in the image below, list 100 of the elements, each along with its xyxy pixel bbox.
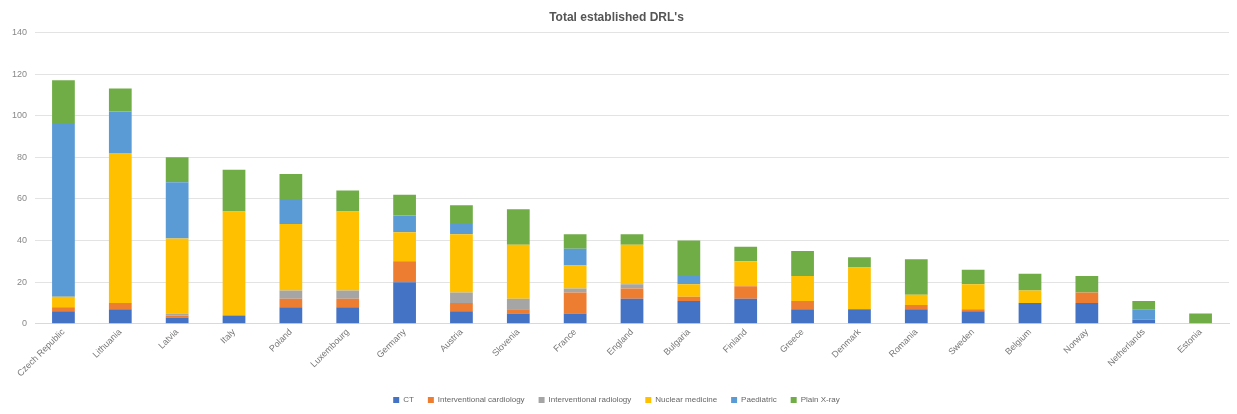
bar — [620, 284, 644, 289]
bar — [336, 190, 360, 212]
bar — [791, 309, 814, 324]
bar — [791, 250, 814, 276]
bar — [165, 182, 189, 239]
bar — [848, 309, 871, 324]
bar — [336, 298, 360, 308]
bar — [279, 290, 303, 299]
bar — [393, 282, 416, 324]
bar — [961, 309, 985, 312]
bar — [279, 223, 303, 291]
y-tick-label: 60 — [17, 193, 28, 204]
legend-label: Paediatric — [741, 395, 777, 405]
bar — [1018, 290, 1042, 303]
bar — [791, 300, 814, 310]
y-tick-label: 40 — [17, 235, 28, 246]
bar — [1189, 313, 1212, 324]
bar — [336, 290, 360, 299]
bar — [620, 234, 644, 245]
y-tick-label: 100 — [11, 110, 28, 121]
bar — [108, 309, 132, 324]
bar — [222, 169, 246, 212]
bar — [108, 153, 132, 303]
bar — [1018, 302, 1042, 324]
bar — [677, 275, 701, 285]
bar — [450, 205, 473, 224]
bar — [279, 307, 303, 324]
bar — [450, 234, 473, 293]
bar — [620, 244, 644, 285]
bar — [848, 257, 871, 268]
bar — [52, 296, 75, 308]
legend-label: Interventional cardiology — [437, 395, 525, 405]
bar — [734, 286, 758, 299]
bar — [393, 232, 416, 262]
bar — [222, 315, 246, 324]
bar — [52, 311, 75, 324]
bar — [108, 111, 132, 154]
bar — [904, 259, 928, 295]
bar — [961, 269, 985, 285]
bar — [222, 211, 246, 316]
bar — [563, 288, 587, 293]
bar — [506, 313, 530, 324]
bar — [393, 261, 416, 283]
bar — [506, 298, 530, 310]
bar — [563, 292, 587, 314]
bar — [734, 246, 758, 262]
bar — [677, 284, 701, 297]
bar — [450, 302, 473, 312]
bar — [1132, 300, 1156, 310]
bar — [904, 305, 928, 310]
legend-label: Interventional radiology — [548, 395, 632, 405]
bar — [677, 240, 701, 276]
bar — [620, 298, 644, 324]
bar — [563, 265, 587, 289]
bar — [904, 309, 928, 324]
legend-label: Plain X-ray — [800, 395, 840, 405]
y-tick-label: 140 — [11, 26, 28, 37]
y-tick-label: 80 — [17, 151, 28, 162]
bar — [52, 307, 75, 312]
bar — [165, 157, 189, 183]
bar — [848, 267, 871, 310]
bar — [563, 248, 587, 266]
bar — [734, 261, 758, 287]
y-tick-label: 20 — [17, 276, 28, 287]
bar — [450, 223, 473, 235]
bar — [52, 80, 75, 124]
bar — [450, 292, 473, 303]
bar — [791, 275, 814, 301]
legend-label: CT — [403, 395, 414, 405]
bar — [506, 244, 530, 299]
x-tick-label: Italy — [218, 326, 238, 346]
y-tick-label: 0 — [22, 318, 28, 329]
legend-label: Nuclear medicine — [655, 395, 718, 405]
bar — [52, 123, 75, 297]
bar — [677, 296, 701, 301]
bar — [734, 298, 758, 324]
bar — [904, 294, 928, 306]
bar — [1075, 275, 1099, 293]
bar — [506, 309, 530, 314]
bar — [620, 288, 644, 299]
bar — [506, 209, 530, 245]
bar — [1132, 309, 1156, 320]
bar — [108, 88, 132, 112]
bar — [677, 300, 701, 324]
bar — [336, 307, 360, 324]
bar — [336, 211, 360, 291]
bar — [1075, 302, 1099, 324]
bar — [279, 198, 303, 224]
bar — [961, 284, 985, 310]
bar — [165, 238, 189, 314]
chart-title: Total established DRL's — [549, 9, 685, 24]
bar — [108, 302, 132, 310]
bar — [393, 194, 416, 216]
bar — [279, 173, 303, 199]
bar — [563, 313, 587, 324]
bar — [563, 234, 587, 249]
bar — [279, 298, 303, 308]
bar — [450, 311, 473, 324]
bar — [1018, 273, 1042, 291]
y-tick-label: 120 — [11, 68, 28, 79]
